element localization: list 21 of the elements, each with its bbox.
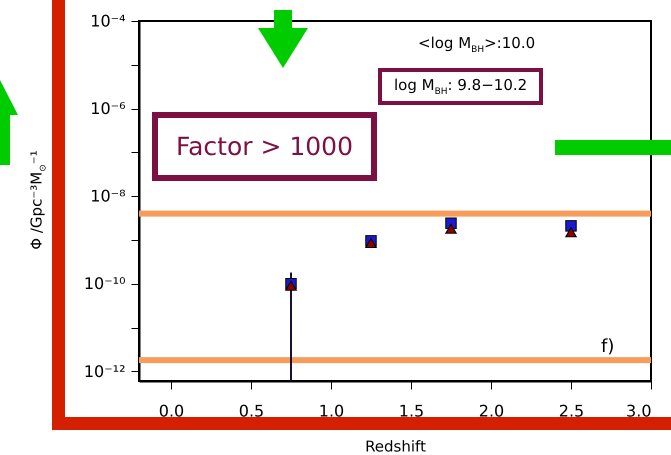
annotation: f)	[601, 336, 614, 357]
y-tick-label: 10⁻⁴	[90, 12, 126, 30]
x-tick-label: 2.5	[558, 402, 584, 420]
x-tick-label: 2.0	[478, 402, 504, 420]
y-tick-label: 10⁻¹²	[84, 362, 126, 381]
point	[365, 238, 377, 248]
annotation: <log M$_{BH}$>:10.0	[418, 34, 536, 55]
point	[285, 280, 297, 291]
x-axis-title: Redshift	[365, 438, 426, 455]
x-tick-label: 3.0	[626, 402, 652, 420]
point	[445, 224, 457, 234]
x-tick-label: 0.5	[238, 402, 264, 420]
y-tick-label: 10⁻¹⁰	[84, 274, 126, 294]
y-tick-label: 10⁻⁶	[90, 99, 126, 118]
y-tick-label: 10⁻⁸	[90, 186, 126, 206]
point	[565, 227, 577, 238]
annotation: log M$_{BH}$: 9.8−10.2	[378, 68, 544, 105]
x-tick-label: 1.5	[398, 402, 424, 420]
x-tick-label: 0.0	[158, 402, 184, 420]
x-tick-label: 1.0	[318, 402, 344, 420]
annotation: Factor > 1000	[152, 112, 377, 181]
